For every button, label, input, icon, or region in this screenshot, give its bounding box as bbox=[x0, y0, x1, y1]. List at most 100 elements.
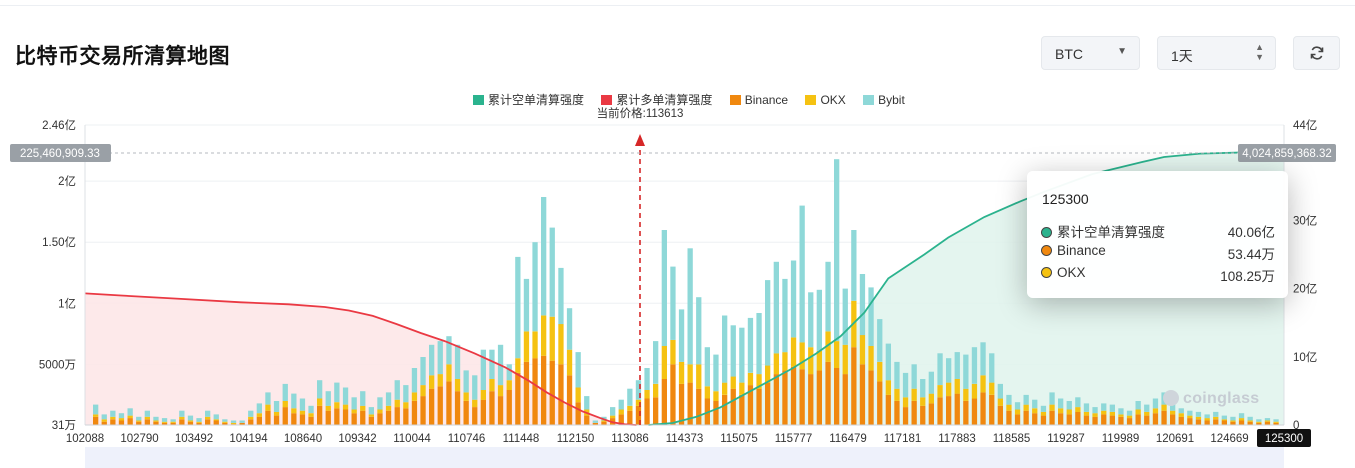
bar-binance bbox=[549, 360, 555, 426]
x-tick-label: 113086 bbox=[611, 433, 649, 445]
bar-binance bbox=[859, 364, 866, 426]
bar-bybit bbox=[1014, 402, 1021, 410]
bar-bybit bbox=[136, 416, 142, 421]
bar-okx bbox=[454, 379, 461, 392]
bar-okx bbox=[1213, 416, 1219, 420]
bar-bybit bbox=[205, 410, 211, 417]
bar-okx bbox=[997, 398, 1003, 406]
bar-okx bbox=[308, 413, 314, 417]
x-tick-label: 118585 bbox=[993, 433, 1031, 445]
bar-binance bbox=[584, 415, 590, 426]
bar-okx bbox=[954, 379, 960, 394]
bar-okx bbox=[610, 415, 616, 418]
bar-bybit bbox=[790, 260, 797, 338]
bar-bybit bbox=[161, 418, 168, 422]
short-cumulative-line bbox=[648, 151, 1285, 426]
bar-binance bbox=[653, 397, 659, 426]
bar-bybit bbox=[765, 280, 771, 366]
crosshair-left-badge bbox=[10, 144, 111, 162]
bar-binance bbox=[575, 402, 581, 426]
bar-bybit bbox=[446, 336, 452, 365]
bar-okx bbox=[713, 391, 719, 401]
bar-bybit bbox=[291, 393, 297, 409]
bar-binance bbox=[394, 407, 400, 426]
bar-binance bbox=[213, 420, 219, 426]
bar-bybit bbox=[1213, 411, 1219, 417]
bar-bybit bbox=[644, 368, 650, 390]
bar-okx bbox=[377, 409, 383, 414]
chevron-down-icon: ▼ bbox=[1117, 46, 1127, 57]
bar-okx bbox=[429, 375, 435, 389]
bar-okx bbox=[144, 416, 150, 420]
bar-bybit bbox=[153, 416, 159, 421]
bar-bybit bbox=[584, 396, 590, 410]
refresh-button[interactable] bbox=[1293, 36, 1340, 70]
bar-binance bbox=[403, 408, 409, 426]
bar-binance bbox=[644, 398, 650, 426]
bar-bybit bbox=[1023, 394, 1029, 405]
bar-bybit bbox=[954, 352, 960, 379]
x-tick-label: 115777 bbox=[775, 433, 813, 445]
legend-item-bybit[interactable]: Bybit bbox=[863, 93, 905, 107]
bar-bybit bbox=[747, 317, 754, 373]
x-tick-label: 120691 bbox=[1156, 433, 1194, 445]
bar-binance bbox=[842, 374, 848, 426]
bar-binance bbox=[1006, 410, 1012, 426]
x-tick-label: 108640 bbox=[284, 433, 322, 445]
bar-okx bbox=[1135, 409, 1141, 415]
bar-binance bbox=[1066, 414, 1072, 426]
bar-bybit bbox=[868, 287, 874, 346]
bar-binance bbox=[299, 414, 306, 426]
bar-bybit bbox=[549, 227, 555, 317]
top-border bbox=[0, 0, 1355, 6]
bar-binance bbox=[885, 394, 891, 426]
coin-select[interactable]: BTC ▼ bbox=[1041, 36, 1140, 70]
updown-icon: ▲ ▼ bbox=[1255, 42, 1264, 62]
bar-binance bbox=[1040, 415, 1047, 426]
bar-okx bbox=[110, 416, 116, 420]
legend-item-long[interactable]: 累计多单清算强度 bbox=[601, 91, 712, 108]
tooltip-row: Binance 53.44万 bbox=[1041, 243, 1275, 262]
zoom-scrollbar[interactable] bbox=[85, 447, 1284, 468]
bar-bybit bbox=[1101, 403, 1107, 411]
legend-item-short[interactable]: 累计空单清算强度 bbox=[473, 91, 584, 108]
bar-binance bbox=[799, 369, 805, 426]
x-tick-label: 102088 bbox=[66, 433, 104, 445]
bar-okx bbox=[799, 342, 805, 370]
bar-bybit bbox=[773, 261, 779, 354]
bar-binance bbox=[825, 361, 831, 426]
bar-okx bbox=[730, 376, 736, 389]
bar-bybit bbox=[523, 278, 530, 332]
x-highlight-badge bbox=[1257, 429, 1311, 447]
bar-bybit bbox=[351, 397, 357, 410]
bar-okx bbox=[291, 408, 297, 414]
bar-bybit bbox=[334, 382, 340, 403]
bar-binance bbox=[566, 375, 573, 426]
bar-binance bbox=[532, 358, 538, 426]
bar-binance bbox=[670, 364, 676, 426]
bar-okx bbox=[101, 419, 107, 422]
bar-okx bbox=[1152, 408, 1159, 414]
period-select[interactable]: 1天 ▲ ▼ bbox=[1157, 36, 1276, 70]
bar-binance bbox=[291, 413, 297, 426]
bar-binance bbox=[808, 374, 814, 426]
bar-okx bbox=[334, 402, 340, 409]
bar-okx bbox=[1075, 407, 1081, 412]
bar-binance bbox=[722, 394, 728, 426]
bar-bybit bbox=[971, 347, 978, 384]
bar-binance bbox=[523, 361, 530, 426]
bar-binance bbox=[946, 396, 952, 426]
x-tick-label: 112150 bbox=[557, 433, 595, 445]
bar-binance bbox=[1014, 414, 1021, 426]
bar-okx bbox=[696, 364, 702, 389]
y-left-tick-label: 2亿 bbox=[58, 175, 76, 188]
bar-okx bbox=[299, 410, 306, 415]
bar-okx bbox=[1144, 411, 1150, 416]
legend-item-okx[interactable]: OKX bbox=[805, 93, 846, 107]
bar-binance bbox=[1161, 410, 1167, 426]
crosshair-left-label: 225,460,909.33 bbox=[20, 148, 100, 160]
legend-item-binance[interactable]: Binance bbox=[729, 93, 788, 107]
bar-okx bbox=[618, 409, 624, 415]
bar-bybit bbox=[1238, 413, 1245, 419]
bar-bybit bbox=[1221, 415, 1227, 420]
